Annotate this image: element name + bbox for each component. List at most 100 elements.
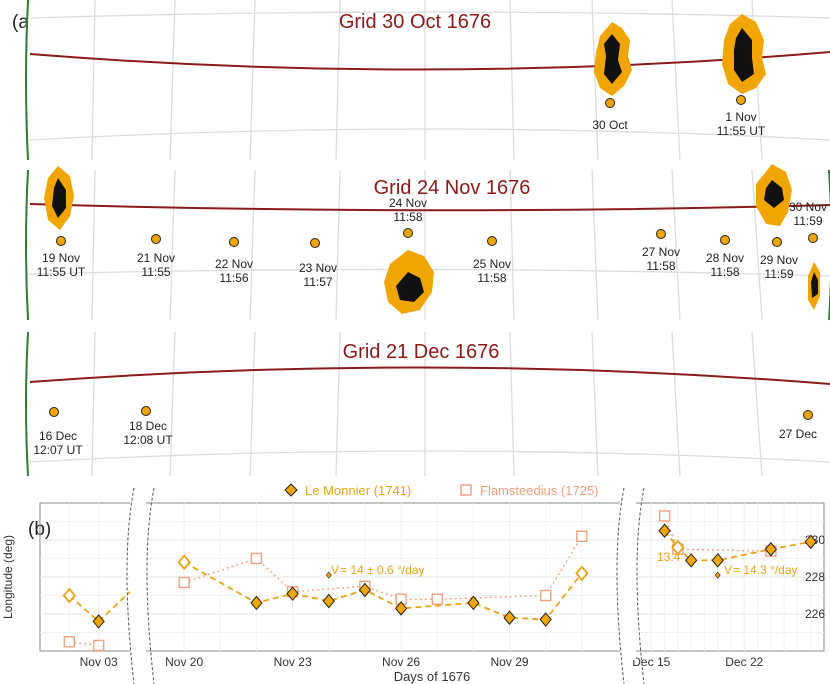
strip-21-dec-markers (49, 406, 813, 420)
x-tick-label: Dec 15 (632, 655, 670, 669)
y-tick-label: 228 (805, 570, 825, 584)
le-monnier-point (177, 554, 191, 571)
strip-21-dec-labels: 16 Dec 12:07 UT 18 Dec 12:08 UT 27 Dec (33, 419, 817, 457)
limb-arc (25, 331, 29, 477)
panel-a: (a) Grid 30 Oct 1676 (12, 0, 830, 477)
le-monnier-point (250, 595, 263, 611)
y-tick-label: 226 (805, 607, 825, 621)
observation-marker (656, 229, 666, 239)
obs-label: 30 Nov (789, 200, 827, 214)
observation-marker (403, 228, 413, 238)
obs-label: 1 Nov (725, 110, 756, 124)
x-tick-label: Nov 20 (165, 655, 203, 669)
obs-label: 28 Nov (706, 251, 744, 265)
series-line (183, 561, 583, 621)
le-monnier-point (503, 610, 516, 625)
obs-time: 11:58 (393, 210, 422, 224)
strip-24-nov-labels: 19 Nov 11:55 UT 21 Nov 11:55 22 Nov 11:5… (37, 196, 827, 289)
spot-30-nov (808, 262, 820, 310)
flamsteed-point (250, 552, 263, 565)
x-tick-label: Dec 22 (725, 655, 763, 669)
obs-label: 19 Nov (42, 251, 80, 265)
obs-time: 11:57 (303, 275, 332, 289)
x-tick-label: Nov 03 (80, 655, 118, 669)
obs-label: 27 Dec (779, 427, 817, 441)
axis-break-band (130, 500, 146, 660)
velocity-annotation-2: V = 14.3 °/day 13.4 (657, 550, 798, 577)
obs-time: 12:08 UT (123, 433, 173, 447)
obs-label: 16 Dec (39, 429, 77, 443)
axis-break-line (126, 487, 135, 684)
x-axis-label: Days of 1676 (394, 669, 471, 684)
strip-24-nov: Grid 24 Nov 1676 (25, 164, 830, 321)
velocity-left-value: 13.4 (657, 550, 681, 564)
le-monnier-point (575, 565, 589, 582)
observation-marker (720, 235, 730, 245)
strip-21-dec-title: Grid 21 Dec 1676 (343, 341, 500, 363)
annotation-marker (714, 571, 721, 579)
x-tick-label: Nov 26 (382, 655, 420, 669)
observation-marker (56, 236, 66, 246)
velocity-text: = 14 ± 0.6 °/day (340, 563, 424, 577)
obs-time: 11:59 (764, 267, 793, 281)
observation-marker (736, 95, 746, 105)
spot-24-nov (384, 250, 434, 314)
spot-1-nov (722, 14, 766, 94)
le-monnier-point (286, 586, 299, 601)
le-monnier-point (394, 601, 408, 616)
obs-label: 27 Nov (642, 245, 680, 259)
obs-time: 11:58 (477, 271, 506, 285)
observation-marker (605, 98, 615, 108)
le-monnier-point (804, 534, 817, 550)
obs-label: 22 Nov (215, 257, 253, 271)
observation-marker (151, 234, 161, 244)
observation-marker (229, 237, 239, 247)
axis-breaks (126, 487, 645, 684)
obs-label: 25 Nov (473, 257, 511, 271)
legend: Le Monnier (1741) Flamsteedius (1725) (284, 483, 599, 498)
obs-time: 11:55 UT (717, 124, 766, 138)
flamsteed-point (539, 589, 552, 602)
flamsteed-point (658, 510, 671, 522)
le-monnier-point (358, 582, 372, 598)
spot-30-oct (594, 22, 632, 96)
le-monnier-point (92, 614, 105, 629)
equator-line (29, 203, 830, 212)
obs-time: 11:55 UT (37, 265, 86, 279)
strip-24-nov-title: Grid 24 Nov 1676 (374, 177, 531, 199)
strip-21-dec-grid (29, 331, 830, 477)
strip-21-dec: Grid 21 Dec 1676 16 Dec 12:07 UT 18 Dec … (25, 331, 830, 477)
obs-label: 30 Oct (592, 118, 628, 132)
strip-24-nov-grid (29, 169, 830, 321)
observation-marker (49, 407, 59, 417)
le-monnier-point (539, 612, 552, 627)
axis-break-band (620, 500, 636, 660)
velocity-symbol: V (724, 563, 732, 577)
axis-break-line (616, 487, 625, 684)
observation-marker (487, 236, 497, 246)
obs-time: 11:58 (710, 265, 739, 279)
strip-24-nov-markers (56, 228, 818, 248)
legend-label-le-monnier: Le Monnier (1741) (305, 483, 411, 498)
obs-label: 21 Nov (137, 251, 175, 265)
chart-grid (40, 503, 824, 651)
observation-marker (808, 233, 818, 243)
y-axis-label: Longitude (deg) (1, 535, 15, 619)
axis-break-line (146, 487, 155, 684)
chart-markers (62, 510, 817, 652)
velocity-annotation-1: V = 14 ± 0.6 °/day (331, 563, 424, 577)
le-monnier-point (684, 553, 698, 568)
observation-marker (141, 406, 151, 416)
obs-label: 29 Nov (760, 253, 798, 267)
flamsteed-point (92, 639, 105, 652)
strip-30-oct: Grid 30 Oct 1676 30 Oct 1 Nov 11:55 UT (25, 0, 830, 161)
flamsteed-point (178, 576, 190, 589)
observation-marker (803, 410, 813, 420)
legend-marker-le-monnier (284, 483, 298, 497)
le-monnier-point (658, 523, 671, 539)
legend-marker-flamsteed (460, 484, 472, 496)
spot-29-nov (756, 164, 792, 226)
equator-line (29, 366, 830, 385)
